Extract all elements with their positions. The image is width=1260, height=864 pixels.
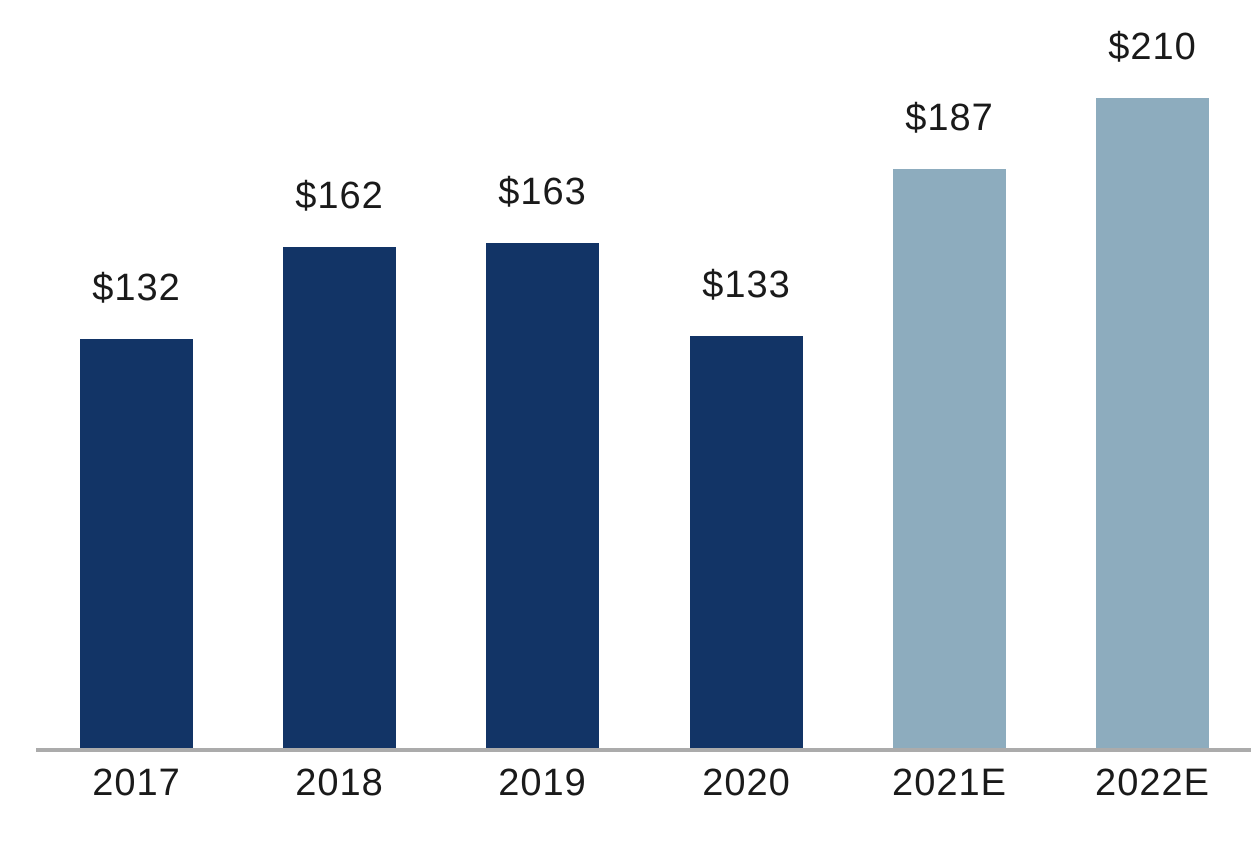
bar-2017 — [80, 339, 193, 748]
bar-value-label-2017: $132 — [92, 267, 181, 310]
x-tick-label-2019: 2019 — [498, 762, 587, 804]
bar-value-label-2018: $162 — [295, 175, 384, 218]
x-tick-label-2022e: 2022E — [1095, 762, 1210, 804]
x-tick-label-2018: 2018 — [295, 762, 384, 804]
plot-area: $132 $162 $163 $133 $187 $210 — [80, 26, 1209, 748]
bar-value-label-2021e: $187 — [905, 97, 994, 140]
bar-value-label-2020: $133 — [702, 264, 791, 307]
bar-value-label-2022e: $210 — [1108, 26, 1197, 69]
bar-2020 — [690, 336, 803, 748]
bar-2019 — [486, 243, 599, 748]
x-tick-label-2017: 2017 — [92, 762, 181, 804]
bar-value-label-2019: $163 — [498, 171, 587, 214]
bar-2018 — [283, 247, 396, 748]
bar-2021e — [893, 169, 1006, 748]
x-tick-label-2020: 2020 — [702, 762, 791, 804]
bar-2022e — [1096, 98, 1209, 748]
x-tick-label-2021e: 2021E — [892, 762, 1007, 804]
x-axis-labels: 2017 2018 2019 2020 2021E 2022E — [0, 762, 1260, 822]
x-axis-line — [36, 748, 1251, 752]
